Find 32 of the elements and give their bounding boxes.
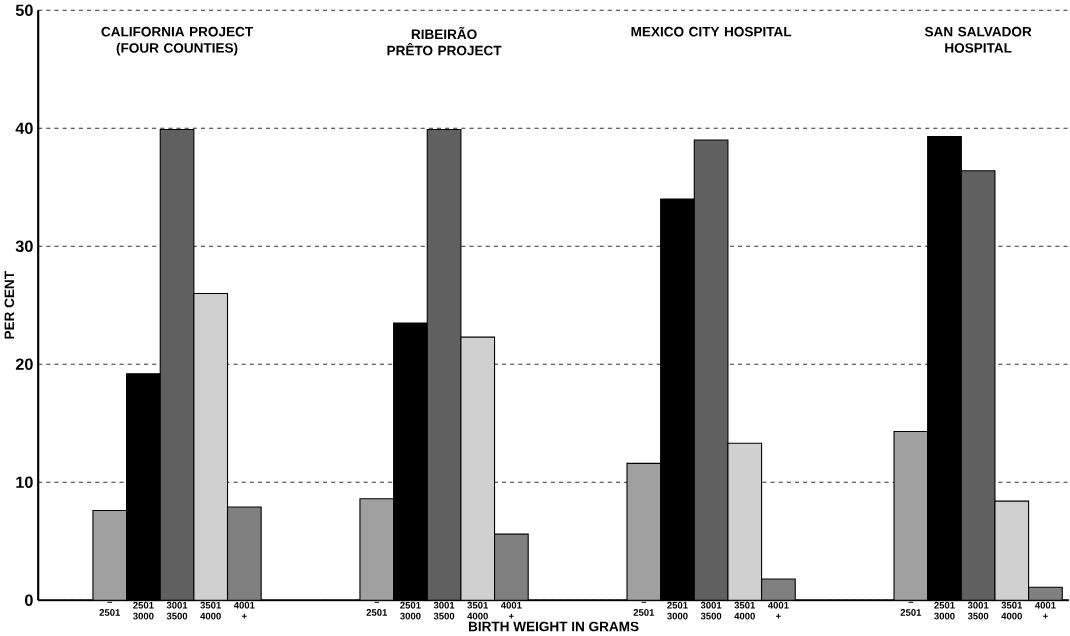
text: 4001 + xyxy=(767,601,789,619)
text: 4001 + xyxy=(500,601,522,619)
x-tick-label: RIBEIRÃO PRÊTO PROJECT xyxy=(387,26,502,56)
text: – 2501 xyxy=(900,601,922,616)
y-axis-title: PER CENT xyxy=(4,271,15,339)
x-tick-label: MEXICO CITY HOSPITAL xyxy=(631,26,792,37)
series-label: 2501 3000 xyxy=(133,601,154,620)
text: 3001 3500 xyxy=(967,601,989,620)
series-label: 3001 3500 xyxy=(166,601,188,620)
text: 2501 3000 xyxy=(667,601,688,620)
y-tick-label: 10 xyxy=(16,476,33,489)
x-tick-label: CALIFORNIA PROJECT (FOUR COUNTIES) xyxy=(101,26,253,56)
text: 3501 4000 xyxy=(734,601,756,620)
text: 3001 3500 xyxy=(433,601,455,620)
y-tick-label: 30 xyxy=(15,240,33,253)
y-tick-label: 40 xyxy=(15,122,33,135)
text: 3501 4000 xyxy=(1001,601,1023,620)
text: 3001 3500 xyxy=(700,601,722,620)
text: – 2501 xyxy=(633,601,655,616)
y-tick-label: 50 xyxy=(15,4,33,17)
text: 3501 4000 xyxy=(467,601,489,620)
series-label: – 2501 xyxy=(99,601,121,616)
y-tick-label: 20 xyxy=(15,358,33,371)
series-label: 3501 4000 xyxy=(200,601,221,620)
series-label: 4001 + xyxy=(233,601,255,619)
x-tick-label: SAN SALVADOR HOSPITAL xyxy=(924,26,1032,53)
text: 2501 3000 xyxy=(934,601,955,620)
y-tick-label: 0 xyxy=(24,594,33,607)
text: 4001 + xyxy=(1035,601,1056,619)
text: – 2501 xyxy=(366,601,388,616)
x-axis-title: BIRTH WEIGHT IN GRAMS xyxy=(468,621,639,632)
text: 2501 3000 xyxy=(400,601,421,620)
